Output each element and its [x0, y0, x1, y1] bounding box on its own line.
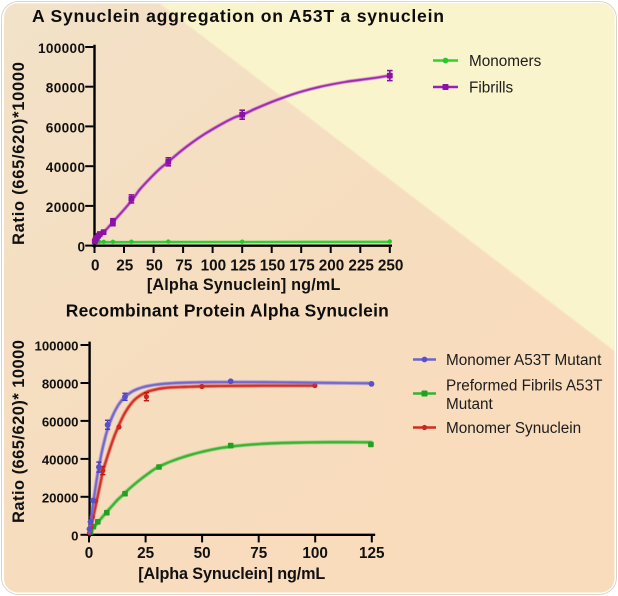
svg-text:75: 75: [250, 545, 268, 562]
svg-text:Fibrills: Fibrills: [469, 80, 514, 97]
svg-text:125: 125: [359, 545, 385, 562]
svg-text:Mutant: Mutant: [446, 396, 494, 413]
svg-text:80000: 80000: [42, 377, 79, 392]
svg-text:40000: 40000: [46, 160, 85, 175]
svg-text:50: 50: [194, 545, 211, 562]
svg-text:25: 25: [137, 545, 155, 562]
svg-text:40000: 40000: [42, 453, 79, 468]
svg-text:100000: 100000: [34, 339, 78, 354]
svg-text:[Alpha Synuclein] ng/mL: [Alpha Synuclein] ng/mL: [147, 276, 341, 294]
svg-text:20000: 20000: [42, 491, 79, 506]
svg-text:Ratio (665/620)* 10000: Ratio (665/620)* 10000: [10, 340, 28, 523]
svg-text:50: 50: [146, 257, 163, 274]
svg-text:60000: 60000: [46, 120, 85, 135]
svg-text:0: 0: [85, 545, 94, 562]
svg-text:100: 100: [201, 257, 227, 274]
svg-text:Monomer Synuclein: Monomer Synuclein: [446, 420, 581, 437]
svg-text:200: 200: [319, 257, 345, 274]
svg-text:0: 0: [77, 240, 85, 255]
svg-text:[Alpha Synuclein] ng/mL: [Alpha Synuclein] ng/mL: [138, 565, 325, 583]
svg-text:Monomers: Monomers: [469, 53, 542, 70]
svg-text:60000: 60000: [42, 415, 79, 430]
svg-text:25: 25: [116, 257, 134, 274]
svg-text:20000: 20000: [46, 200, 85, 215]
svg-text:125: 125: [230, 257, 256, 274]
svg-text:A Synuclein aggregation on A53: A Synuclein aggregation on A53T a synucl…: [32, 6, 444, 26]
svg-text:100000: 100000: [38, 41, 85, 56]
svg-text:175: 175: [289, 257, 315, 274]
svg-text:80000: 80000: [46, 81, 85, 96]
svg-text:0: 0: [91, 257, 100, 274]
svg-text:225: 225: [348, 257, 374, 274]
svg-text:250: 250: [378, 257, 404, 274]
svg-text:Monomer A53T Mutant: Monomer A53T Mutant: [446, 352, 602, 369]
svg-text:0: 0: [71, 528, 78, 543]
svg-text:150: 150: [260, 257, 286, 274]
svg-text:75: 75: [175, 257, 193, 274]
svg-text:Preformed Fibrils A53T: Preformed Fibrils A53T: [446, 378, 602, 395]
svg-text:Ratio (665/620)*10000: Ratio (665/620)*10000: [10, 62, 28, 245]
svg-text:Recombinant Protein Alpha Synu: Recombinant Protein Alpha Synuclein: [66, 301, 389, 321]
svg-text:100: 100: [302, 545, 328, 562]
